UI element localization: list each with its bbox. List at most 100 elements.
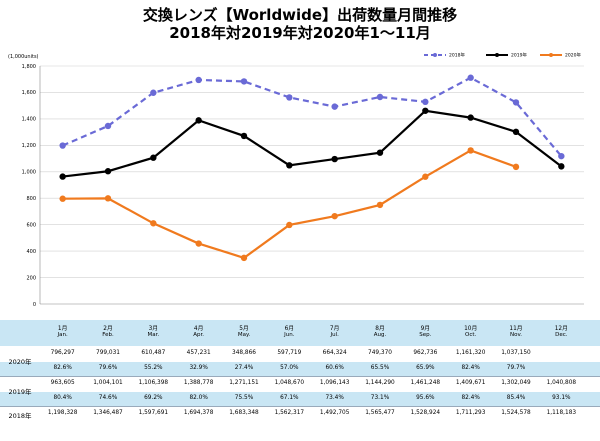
month-header-en: Jul. (330, 332, 339, 338)
table-value-cell: 1,096,143 (319, 380, 350, 386)
row-divider (0, 406, 600, 407)
month-header-en: Apr. (193, 332, 205, 338)
data-point (331, 212, 338, 220)
table-value-cell: 1,004,101 (93, 380, 123, 386)
legend-label: 2018年 (449, 52, 465, 59)
month-header: 10月 (464, 326, 478, 332)
data-point (376, 149, 384, 156)
month-header-en: Jun. (284, 332, 295, 338)
table-value-cell: 348,866 (232, 350, 256, 356)
table-pct-cell: 85.4% (506, 395, 526, 401)
table-value-cell: 1,346,487 (93, 410, 123, 416)
month-header: 7月 (329, 326, 340, 332)
month-header-en: Nov. (509, 332, 523, 338)
month-header-en: Mar. (147, 332, 160, 338)
series-line-2019年 (62, 109, 562, 178)
data-point (104, 168, 112, 175)
month-header: 2月 (103, 326, 113, 332)
row-label: 2019年 (8, 388, 32, 396)
table-value-cell: 1,048,670 (274, 380, 305, 386)
table-value-cell: 1,271,151 (229, 380, 259, 386)
data-point (376, 201, 384, 209)
series-line-2018年 (62, 76, 563, 157)
month-header: 8月 (375, 326, 385, 332)
data-point (286, 94, 293, 101)
month-header-en: May. (237, 332, 251, 338)
month-header: 4月 (193, 326, 204, 332)
table-row: 80.4% 74.6% 69.2% 82.0% 75.5% 67.1% 73.4% 73.1%… (0, 392, 600, 406)
data-point (467, 147, 474, 154)
data-point (195, 117, 202, 124)
table-value-cell: 1,711,293 (455, 410, 486, 416)
data-point (286, 162, 293, 169)
data-point (240, 78, 248, 85)
legend-marker (495, 53, 499, 57)
data-point (422, 173, 429, 180)
legend-label: 2020年 (565, 52, 581, 59)
table-value-cell: 1,461,248 (410, 380, 441, 386)
table-value-cell: 1,388,778 (183, 380, 214, 386)
table-header: 1月 Jan. 2月 Feb. 3月 Mar. 4月 Apr. 5月 May. 6月 Jun. 7月 Ju… (0, 320, 600, 346)
y-tick-label: 0 (33, 302, 36, 308)
data-point (422, 107, 429, 114)
month-header-en: Dec. (555, 332, 568, 338)
data-point (467, 114, 474, 121)
data-point (150, 220, 157, 227)
data-point (376, 93, 384, 101)
table-value-cell: 749,370 (368, 350, 392, 356)
data-point (150, 154, 157, 161)
y-tick-label: 200 (26, 275, 36, 281)
table-pct-cell: 82.4% (461, 365, 480, 371)
chart-title: 交換レンズ【Worldwide】出荷数量月間推移 (142, 6, 458, 24)
table-pct-cell: 55.2% (144, 365, 163, 371)
data-point (59, 173, 66, 180)
data-point (59, 142, 66, 149)
y-tick-label: 1,200 (22, 143, 36, 149)
table-pct-cell: 65.9% (416, 365, 435, 371)
table-pct-cell: 82.6% (53, 365, 72, 371)
y-tick-label: 400 (26, 249, 36, 255)
month-header: 9月 (420, 326, 431, 332)
table-value-cell: 1,037,150 (501, 350, 531, 356)
table-pct-cell: 79.6% (98, 365, 118, 371)
month-header-en: Sep. (419, 332, 432, 338)
y-tick-label: 1,400 (22, 117, 36, 123)
table-value-cell: 799,031 (96, 350, 120, 356)
table-value-cell: 1,106,398 (138, 380, 169, 386)
y-tick-label: 1,600 (22, 90, 36, 96)
table-pct-cell: 95.6% (416, 395, 435, 401)
data-point (195, 76, 202, 84)
table-row: 1,198,328 1,346,487 1,597,691 1,694,378 1,68… (0, 406, 600, 422)
month-header-en: Oct. (465, 332, 477, 338)
data-point (512, 163, 520, 171)
month-header: 11月 (509, 326, 523, 332)
table-pct-cell: 32.9% (189, 365, 208, 371)
month-header-en: Aug. (373, 332, 387, 338)
table-value-cell: 1,524,578 (501, 410, 531, 416)
y-tick-label: 1,000 (22, 170, 36, 176)
table-value-cell: 664,324 (322, 350, 347, 356)
table-pct-cell: 73.1% (370, 395, 390, 401)
table-value-cell: 1,562,317 (274, 410, 305, 416)
month-header: 12月 (554, 326, 568, 332)
y-axis-ticks: 0 200 400 600 800 1,000 1,200 1,400 1,600 1,800 (22, 64, 36, 308)
grid (39, 65, 584, 305)
row-label: 2018年 (8, 412, 32, 420)
data-point (331, 155, 338, 163)
data-point (512, 128, 520, 136)
data-point (104, 122, 112, 130)
data-point (286, 221, 293, 229)
table-value-cell: 1,161,320 (455, 350, 486, 356)
month-header-en: Jan. (57, 332, 68, 338)
table-value-cell: 1,565,477 (365, 410, 395, 416)
table-pct-cell: 73.4% (325, 395, 344, 401)
table-value-cell: 1,198,328 (47, 410, 78, 416)
row-label: 2020年 (8, 358, 32, 366)
table-value-cell: 1,302,049 (501, 380, 531, 386)
data-point (558, 152, 565, 160)
data-point (512, 99, 520, 106)
table-value-cell: 963,605 (50, 380, 75, 386)
table-value-cell: 1,694,378 (183, 410, 214, 416)
table-pct-cell: 82.0% (189, 395, 208, 401)
table-value-cell: 796,297 (50, 350, 75, 356)
